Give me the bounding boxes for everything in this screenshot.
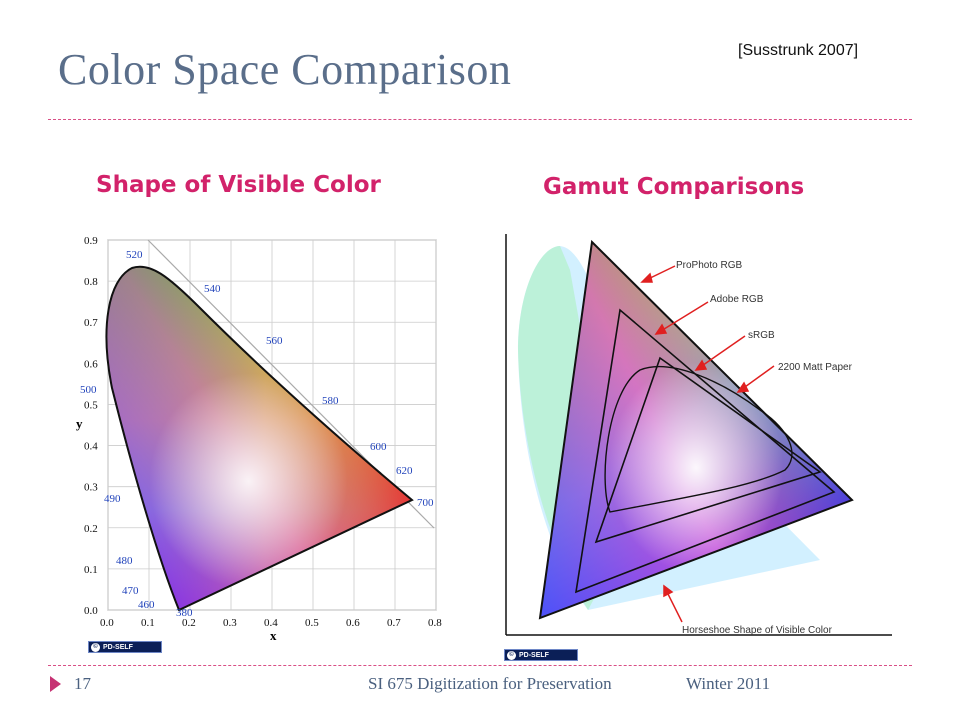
wavelength-label: 380 [176,607,193,619]
footer-course: SI 675 Digitization for Preservation [368,674,612,693]
left-heading: Shape of Visible Color [96,172,381,198]
x-tick-label: 0.1 [141,617,155,629]
wavelength-label: 580 [322,395,339,407]
gamut-diagram: ProPhoto RGB Adobe RGB sRGB 2200 Matt Pa… [505,234,892,636]
label-srgb: sRGB [748,330,775,341]
copyright-icon: © [507,651,516,660]
x-axis-label: x [270,628,277,643]
y-tick-label: 0.7 [84,317,98,329]
wavelength-label: 460 [138,599,155,611]
top-divider [48,119,912,120]
y-tick-label: 0.1 [84,564,98,576]
y-tick-label: 0.6 [84,358,98,370]
y-tick-label: 0.3 [84,482,98,494]
label-matt-paper: 2200 Matt Paper [778,362,853,373]
page-number: 17 [74,674,91,693]
x-tick-label: 0.3 [223,617,237,629]
wavelength-label: 500 [80,384,97,396]
wavelength-label: 600 [370,441,387,453]
wavelength-label: 470 [122,585,139,597]
y-axis-label: y [76,416,83,431]
wavelength-label: 490 [104,493,121,505]
footer-term: Winter 2011 [686,674,771,693]
citation: [Susstrunk 2007] [738,42,859,59]
slide-title: Color Space Comparison [58,45,512,94]
y-tick-label: 0.4 [84,441,98,453]
x-tick-label: 0.4 [264,617,278,629]
wavelength-label: 620 [396,465,413,477]
y-tick-label: 0.2 [84,523,98,535]
bottom-divider [48,665,912,666]
right-heading: Gamut Comparisons [543,174,805,200]
y-tick-label: 0.8 [84,276,98,288]
wavelength-label: 520 [126,249,143,261]
y-tick-label: 0.9 [84,235,98,247]
label-horseshoe: Horseshoe Shape of Visible Color [682,625,833,636]
bullet-arrow-icon [50,676,61,692]
label-prophoto: ProPhoto RGB [676,260,742,271]
wavelength-label: 560 [266,335,283,347]
copyright-icon: © [91,643,100,652]
y-tick-label: 0.5 [84,399,98,411]
chromaticity-diagram: 0.0 0.1 0.2 0.3 0.4 0.5 0.6 0.7 0.8 0.9 0.0 0.1 0.2… [76,235,442,643]
x-tick-label: 0.7 [387,617,401,629]
x-tick-label: 0.5 [305,617,319,629]
x-tick-label: 0.6 [346,617,360,629]
wavelength-label: 540 [204,283,221,295]
x-tick-label: 0.8 [428,617,442,629]
label-adobe: Adobe RGB [710,294,764,305]
wavelength-label: 480 [116,555,133,567]
y-tick-label: 0.0 [84,605,98,617]
x-tick-label: 0.2 [182,617,196,629]
wavelength-label: 700 [417,497,434,509]
pd-self-badge-left: © PD-SELF [88,641,162,653]
pd-self-badge-right: © PD-SELF [504,649,578,661]
x-tick-label: 0.0 [100,617,114,629]
